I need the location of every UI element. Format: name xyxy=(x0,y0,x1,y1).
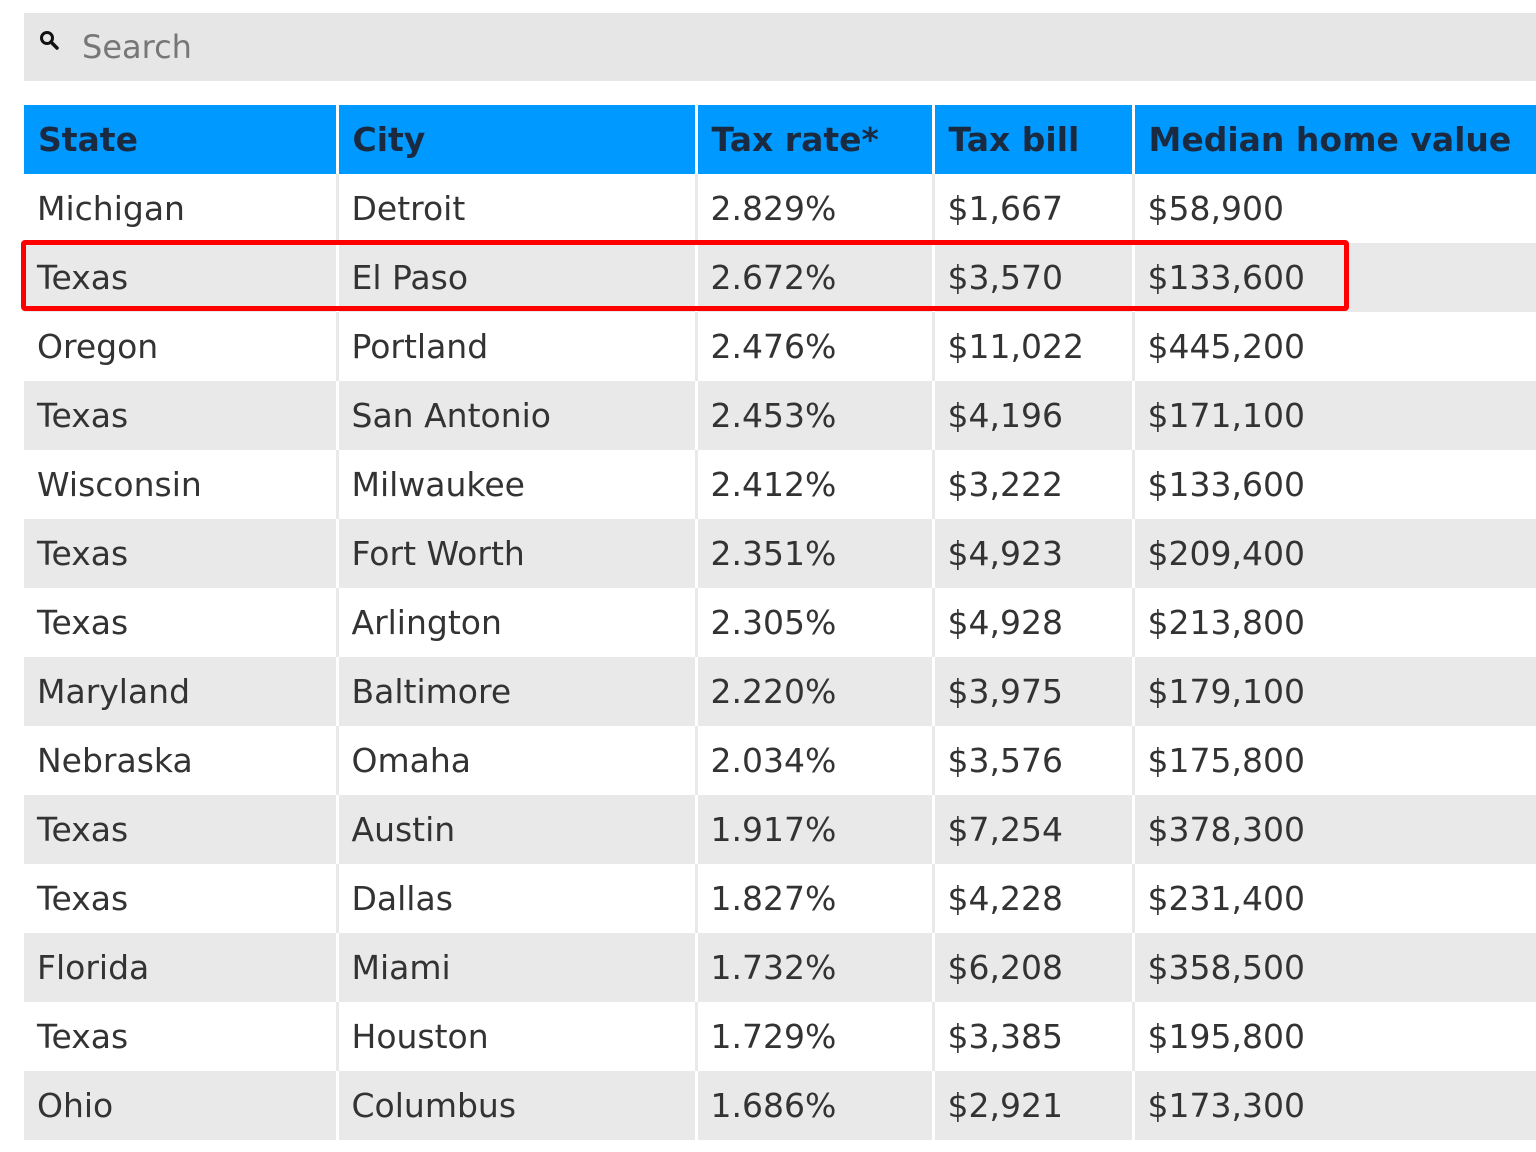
cell-tax-bill: $11,022 xyxy=(933,312,1135,381)
table-row: Texas Houston 1.729% $3,385 $195,800 xyxy=(24,1002,1536,1071)
cell-tax-bill: $3,975 xyxy=(933,657,1135,726)
table-row: Ohio Columbus 1.686% $2,921 $173,300 xyxy=(24,1071,1536,1140)
cell-tax-bill: $4,923 xyxy=(933,519,1135,588)
cell-state: Oregon xyxy=(24,312,339,381)
cell-state: Wisconsin xyxy=(24,450,339,519)
cell-state: Florida xyxy=(24,933,339,1002)
cell-city: Omaha xyxy=(337,726,698,795)
cell-tax-rate: 2.351% xyxy=(696,519,935,588)
table-row: Michigan Detroit 2.829% $1,667 $58,900 xyxy=(24,174,1536,243)
cell-state: Texas xyxy=(24,588,339,657)
cell-state: Texas xyxy=(24,864,339,933)
cell-city: Detroit xyxy=(337,174,698,243)
cell-state: Michigan xyxy=(24,174,339,243)
column-header-city[interactable]: City xyxy=(337,105,698,174)
column-header-median-home-value[interactable]: Median home value xyxy=(1133,105,1536,174)
cell-city: Austin xyxy=(337,795,698,864)
cell-tax-bill: $4,196 xyxy=(933,381,1135,450)
cell-city: Milwaukee xyxy=(337,450,698,519)
cell-median-home-value: $213,800 xyxy=(1133,588,1536,657)
cell-tax-rate: 2.305% xyxy=(696,588,935,657)
cell-state: Texas xyxy=(24,1002,339,1071)
column-header-tax-bill[interactable]: Tax bill xyxy=(933,105,1135,174)
table-row: Texas Arlington 2.305% $4,928 $213,800 xyxy=(24,588,1536,657)
cell-city: Portland xyxy=(337,312,698,381)
cell-city: Baltimore xyxy=(337,657,698,726)
cell-state: Maryland xyxy=(24,657,339,726)
cell-tax-rate: 1.732% xyxy=(696,933,935,1002)
cell-tax-rate: 2.672% xyxy=(696,243,935,312)
cell-median-home-value: $133,600 xyxy=(1133,450,1536,519)
cell-city: Fort Worth xyxy=(337,519,698,588)
cell-median-home-value: $445,200 xyxy=(1133,312,1536,381)
cell-state: Texas xyxy=(24,381,339,450)
column-header-state[interactable]: State xyxy=(24,105,339,174)
data-table: State City Tax rate* Tax bill Median hom… xyxy=(24,105,1536,1140)
table-header-row: State City Tax rate* Tax bill Median hom… xyxy=(24,105,1536,174)
cell-tax-rate: 1.827% xyxy=(696,864,935,933)
table-row: Nebraska Omaha 2.034% $3,576 $175,800 xyxy=(24,726,1536,795)
search-icon xyxy=(38,29,62,53)
cell-tax-rate: 1.729% xyxy=(696,1002,935,1071)
cell-state: Nebraska xyxy=(24,726,339,795)
cell-tax-rate: 2.220% xyxy=(696,657,935,726)
cell-median-home-value: $209,400 xyxy=(1133,519,1536,588)
cell-tax-bill: $7,254 xyxy=(933,795,1135,864)
column-header-tax-rate[interactable]: Tax rate* xyxy=(696,105,935,174)
cell-tax-bill: $4,928 xyxy=(933,588,1135,657)
cell-city: San Antonio xyxy=(337,381,698,450)
cell-tax-rate: 1.686% xyxy=(696,1071,935,1140)
cell-tax-bill: $1,667 xyxy=(933,174,1135,243)
cell-tax-rate: 1.917% xyxy=(696,795,935,864)
cell-tax-bill: $3,222 xyxy=(933,450,1135,519)
cell-tax-rate: 2.412% xyxy=(696,450,935,519)
cell-state: Texas xyxy=(24,519,339,588)
table-row-highlighted: Texas El Paso 2.672% $3,570 $133,600 xyxy=(24,243,1536,312)
table-row: Texas Dallas 1.827% $4,228 $231,400 xyxy=(24,864,1536,933)
cell-tax-rate: 2.829% xyxy=(696,174,935,243)
table-row: Maryland Baltimore 2.220% $3,975 $179,100 xyxy=(24,657,1536,726)
cell-tax-bill: $3,570 xyxy=(933,243,1135,312)
cell-city: El Paso xyxy=(337,243,698,312)
table-row: Texas Fort Worth 2.351% $4,923 $209,400 xyxy=(24,519,1536,588)
cell-city: Columbus xyxy=(337,1071,698,1140)
cell-median-home-value: $231,400 xyxy=(1133,864,1536,933)
table-body: Michigan Detroit 2.829% $1,667 $58,900 Texas E… xyxy=(24,174,1536,1140)
cell-median-home-value: $171,100 xyxy=(1133,381,1536,450)
cell-tax-bill: $6,208 xyxy=(933,933,1135,1002)
table-row: Texas San Antonio 2.453% $4,196 $171,100 xyxy=(24,381,1536,450)
cell-tax-bill: $2,921 xyxy=(933,1071,1135,1140)
cell-tax-bill: $3,576 xyxy=(933,726,1135,795)
cell-tax-rate: 2.476% xyxy=(696,312,935,381)
cell-median-home-value: $133,600 xyxy=(1133,243,1536,312)
cell-median-home-value: $195,800 xyxy=(1133,1002,1536,1071)
cell-median-home-value: $173,300 xyxy=(1133,1071,1536,1140)
cell-median-home-value: $358,500 xyxy=(1133,933,1536,1002)
cell-city: Houston xyxy=(337,1002,698,1071)
cell-city: Arlington xyxy=(337,588,698,657)
cell-median-home-value: $58,900 xyxy=(1133,174,1536,243)
search-input[interactable] xyxy=(82,25,682,69)
cell-tax-bill: $4,228 xyxy=(933,864,1135,933)
cell-state: Texas xyxy=(24,795,339,864)
cell-city: Miami xyxy=(337,933,698,1002)
cell-tax-rate: 2.034% xyxy=(696,726,935,795)
table-row: Florida Miami 1.732% $6,208 $358,500 xyxy=(24,933,1536,1002)
cell-city: Dallas xyxy=(337,864,698,933)
cell-tax-bill: $3,385 xyxy=(933,1002,1135,1071)
cell-median-home-value: $378,300 xyxy=(1133,795,1536,864)
cell-tax-rate: 2.453% xyxy=(696,381,935,450)
search-bar[interactable] xyxy=(24,13,1536,81)
table-row: Wisconsin Milwaukee 2.412% $3,222 $133,600 xyxy=(24,450,1536,519)
table-row: Oregon Portland 2.476% $11,022 $445,200 xyxy=(24,312,1536,381)
cell-median-home-value: $175,800 xyxy=(1133,726,1536,795)
cell-state: Ohio xyxy=(24,1071,339,1140)
table-row: Texas Austin 1.917% $7,254 $378,300 xyxy=(24,795,1536,864)
cell-state: Texas xyxy=(24,243,339,312)
cell-median-home-value: $179,100 xyxy=(1133,657,1536,726)
